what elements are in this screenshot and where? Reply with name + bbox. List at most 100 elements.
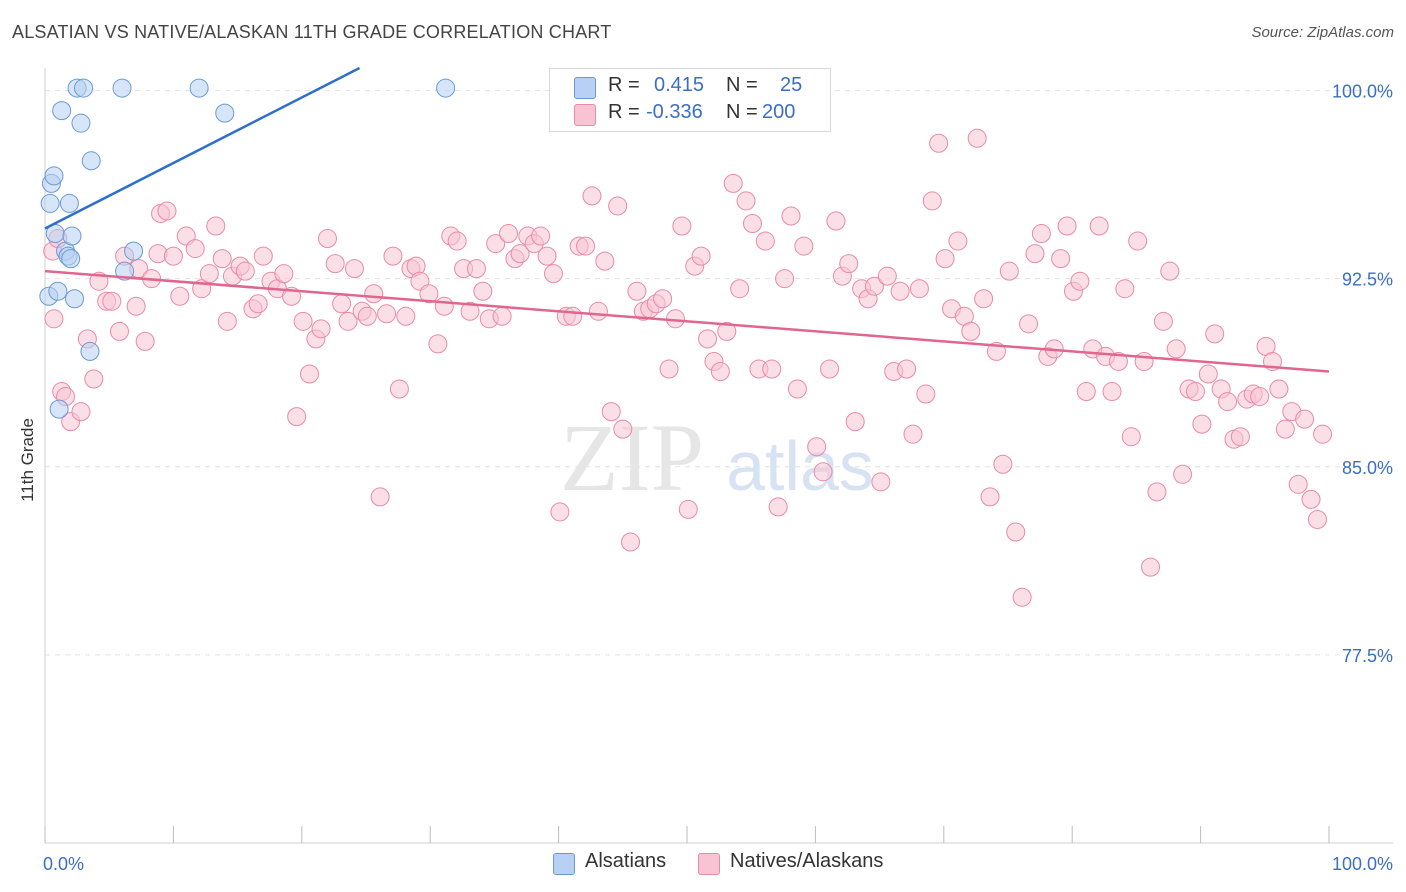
legend-swatch-blue [553, 853, 575, 875]
natives-point [1141, 557, 1161, 577]
legend-swatch-pink [574, 104, 596, 126]
natives-point [653, 289, 673, 309]
natives-point [588, 301, 608, 321]
legend-r-value: -0.336 [646, 101, 703, 123]
natives-point [126, 296, 146, 316]
alsatians-point [112, 78, 132, 98]
natives-point [1192, 414, 1212, 434]
natives-point [576, 236, 596, 256]
natives-point [736, 191, 756, 211]
natives-point [212, 249, 232, 269]
natives-point [1128, 231, 1148, 251]
natives-point [1031, 224, 1051, 244]
natives-point [613, 419, 633, 439]
y-tick-labels: 100.0% 92.5% 85.0% 77.5% [1332, 82, 1393, 666]
natives-point [317, 229, 337, 249]
natives-point [135, 331, 155, 351]
natives-point [434, 296, 454, 316]
natives-point [157, 201, 177, 221]
natives-point [1198, 364, 1218, 384]
natives-point [678, 499, 698, 519]
alsatians-point [59, 193, 79, 213]
natives-point [1102, 382, 1122, 402]
natives-point [338, 311, 358, 331]
natives-point [44, 309, 64, 329]
axes [44, 68, 1393, 844]
watermark-atlas: atlas [726, 427, 874, 505]
natives-point [396, 306, 416, 326]
natives-point [344, 259, 364, 279]
natives-point [1006, 522, 1026, 542]
natives-point [1153, 311, 1173, 331]
natives-point [332, 294, 352, 314]
natives-point [1301, 489, 1321, 509]
natives-point [274, 264, 294, 284]
natives-point [710, 361, 730, 381]
alsatians-point [80, 341, 100, 361]
x-tick-label-max: 100.0% [1332, 854, 1393, 874]
natives-point [967, 128, 987, 148]
natives-point [206, 216, 226, 236]
stats-legend: R = 0.415 N = 25 R = -0.336 N = 200 [549, 68, 831, 132]
natives-point [723, 173, 743, 193]
natives-point [659, 359, 679, 379]
source-label: Source: ZipAtlas.com [1251, 24, 1394, 41]
natives-point [492, 306, 512, 326]
alsatians-trend-line [44, 66, 361, 230]
natives-point [460, 301, 480, 321]
y-tick-label: 85.0% [1342, 458, 1393, 478]
y-tick-label: 77.5% [1342, 646, 1393, 666]
natives-point [775, 269, 795, 289]
natives-point [185, 239, 205, 259]
natives-point [999, 261, 1019, 281]
alsatians-point [40, 193, 60, 213]
natives-point [364, 284, 384, 304]
natives-point [742, 214, 762, 234]
natives-point [1025, 244, 1045, 264]
natives-point [1121, 427, 1141, 447]
natives-point [199, 264, 219, 284]
natives-point [1051, 249, 1071, 269]
natives-point [826, 211, 846, 231]
natives-point [1230, 427, 1250, 447]
alsatians-point [189, 78, 209, 98]
y-tick-label: 92.5% [1342, 270, 1393, 290]
natives-point [897, 359, 917, 379]
natives-point [794, 236, 814, 256]
natives-point [383, 246, 403, 266]
natives-point [109, 321, 129, 341]
natives-point [248, 294, 268, 314]
natives-point [961, 321, 981, 341]
natives-point [864, 276, 884, 296]
natives-point [1057, 216, 1077, 236]
natives-point [601, 402, 621, 422]
natives-point [473, 281, 493, 301]
watermark-zip: ZIP [560, 404, 704, 511]
natives-point [311, 319, 331, 339]
natives-point [287, 407, 307, 427]
natives-point [922, 191, 942, 211]
alsatians-point [115, 261, 135, 281]
alsatians-point [61, 249, 81, 269]
natives-point [510, 244, 530, 264]
legend-r-value: 0.415 [654, 74, 705, 96]
natives-point [563, 306, 583, 326]
natives-point [1134, 351, 1154, 371]
natives-point [935, 249, 955, 269]
natives-point [717, 321, 737, 341]
natives-point [807, 437, 827, 457]
natives-point [877, 266, 897, 286]
y-axis-label: 11th Grade [18, 418, 37, 502]
natives-point [1019, 314, 1039, 334]
natives-point [1295, 409, 1315, 429]
natives-point [253, 246, 273, 266]
alsatians-point [65, 289, 85, 309]
natives-point [627, 281, 647, 301]
natives-point [1166, 339, 1186, 359]
natives-point [102, 291, 122, 311]
natives-point [1070, 271, 1090, 291]
natives-point [1218, 392, 1238, 412]
natives-point [486, 234, 506, 254]
legend-label-alsatians: Alsatians [585, 850, 667, 872]
